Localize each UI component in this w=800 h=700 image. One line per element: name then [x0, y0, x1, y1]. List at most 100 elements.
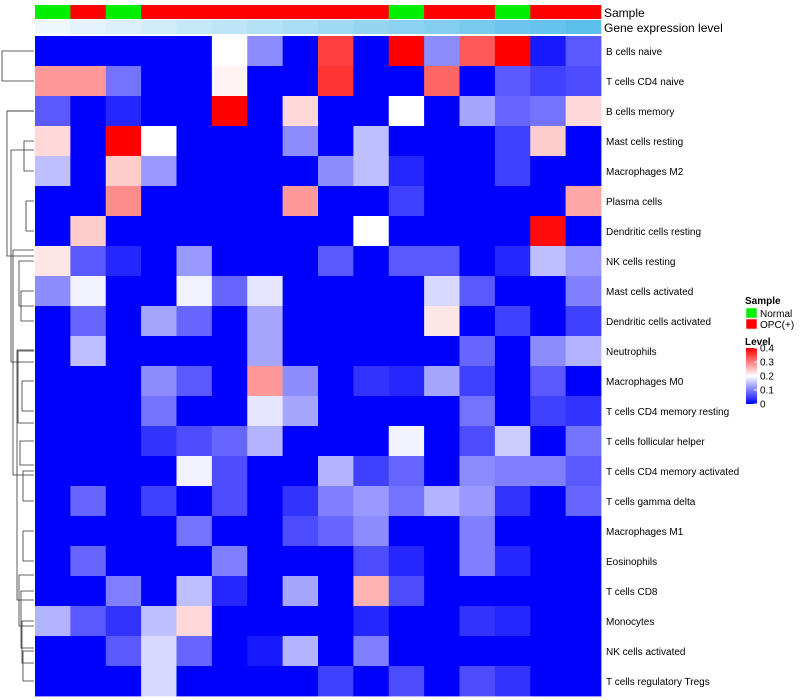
heatmap-cell — [105, 486, 142, 517]
heatmap-cell — [388, 156, 425, 187]
level-colorbar — [746, 348, 757, 404]
heatmap-cell — [176, 516, 213, 547]
heatmap-cell — [388, 396, 425, 427]
gene-annotation-cell — [530, 20, 566, 34]
heatmap-cell — [70, 396, 107, 427]
heatmap-cell — [282, 636, 319, 667]
heatmap-cell — [565, 576, 602, 607]
heatmap-cell — [424, 96, 460, 127]
dendrogram-branch — [25, 200, 34, 232]
heatmap-cell — [35, 426, 71, 457]
heatmap-cell — [176, 186, 213, 217]
row-label: T cells follicular helper — [606, 437, 705, 448]
heatmap-cell — [282, 96, 319, 127]
heatmap-cell — [141, 666, 177, 697]
heatmap-cell — [141, 366, 177, 397]
heatmap-cell — [530, 276, 567, 307]
heatmap-cell — [424, 36, 460, 67]
heatmap-cell — [141, 516, 177, 547]
heatmap-cell — [565, 426, 602, 457]
heatmap-cell — [318, 186, 354, 217]
heatmap-cell — [318, 36, 354, 67]
sample-annotation-bar — [35, 5, 602, 19]
heatmap-cell — [247, 186, 284, 217]
dendrogram-branch — [1, 50, 34, 82]
level-ticks: 0.4 0.3 0.2 0.1 0 — [754, 344, 774, 411]
heatmap-cell — [318, 96, 354, 127]
heatmap-cell — [565, 456, 602, 487]
heatmap-cell — [494, 126, 531, 157]
heatmap-cell — [105, 336, 142, 367]
heatmap-cell — [247, 36, 284, 67]
heatmap-cell — [141, 426, 177, 457]
heatmap-cell — [565, 516, 602, 547]
heatmap-cell — [105, 96, 142, 127]
heatmap-cell — [318, 156, 354, 187]
heatmap-cell — [105, 576, 142, 607]
heatmap-cell — [318, 456, 354, 487]
heatmap-cell — [282, 276, 319, 307]
heatmap-cell — [459, 216, 496, 247]
heatmap-cell — [247, 276, 284, 307]
dendrogram-branch — [12, 249, 34, 476]
dendrogram-branch — [18, 574, 34, 627]
heatmap-cell — [530, 306, 567, 337]
level-tick-label: 0.3 — [760, 358, 774, 369]
heatmap-cell — [424, 426, 460, 457]
heatmap-cell — [565, 66, 602, 97]
heatmap-cell — [282, 366, 319, 397]
heatmap-cell — [35, 36, 71, 67]
legend-label-opc: OPC(+) — [760, 320, 794, 331]
heatmap-cells — [35, 36, 602, 697]
heatmap-cell — [211, 246, 248, 277]
heatmap-cell — [70, 336, 107, 367]
heatmap-cell — [494, 546, 531, 577]
heatmap-cell — [494, 246, 531, 277]
heatmap-cell — [530, 486, 567, 517]
row-label: Neutrophils — [606, 347, 657, 358]
heatmap-cell — [211, 186, 248, 217]
heatmap-cell — [282, 336, 319, 367]
heatmap-cell — [530, 396, 567, 427]
heatmap-cell — [353, 306, 390, 337]
heatmap-cell — [565, 396, 602, 427]
heatmap-cell — [141, 66, 177, 97]
heatmap-cell — [35, 396, 71, 427]
heatmap-cell — [282, 426, 319, 457]
heatmap-cell — [353, 336, 390, 367]
heatmap-cell — [105, 366, 142, 397]
heatmap-cell — [565, 636, 602, 667]
row-label: T cells CD4 memory resting — [606, 407, 729, 418]
heatmap-cell — [282, 66, 319, 97]
heatmap-cell — [282, 516, 319, 547]
heatmap-cell — [459, 486, 496, 517]
heatmap-cell — [211, 336, 248, 367]
level-tick-label: 0.2 — [760, 372, 774, 383]
heatmap-cell — [247, 306, 284, 337]
heatmap-cell — [494, 306, 531, 337]
heatmap-cell — [459, 516, 496, 547]
heatmap-cell — [565, 36, 602, 67]
heatmap-cell — [282, 186, 319, 217]
heatmap-cell — [318, 276, 354, 307]
heatmap-cell — [247, 636, 284, 667]
heatmap-cell — [530, 126, 567, 157]
heatmap-cell — [530, 156, 567, 187]
heatmap-cell — [141, 216, 177, 247]
heatmap-cell — [176, 276, 213, 307]
heatmap-cell — [424, 186, 460, 217]
heatmap-cell — [70, 666, 107, 697]
heatmap-cell — [565, 336, 602, 367]
heatmap-cell — [459, 186, 496, 217]
gene-annotation-cell — [565, 20, 602, 34]
heatmap-cell — [424, 276, 460, 307]
sample-annotation-cell — [530, 5, 566, 19]
dendrogram-branch — [17, 350, 34, 424]
heatmap-cell — [105, 546, 142, 577]
sample-annotation-cell — [459, 5, 496, 19]
heatmap-cell — [211, 516, 248, 547]
heatmap-cell — [211, 366, 248, 397]
heatmap-cell — [247, 666, 284, 697]
heatmap-cell — [424, 666, 460, 697]
heatmap-cell — [530, 516, 567, 547]
